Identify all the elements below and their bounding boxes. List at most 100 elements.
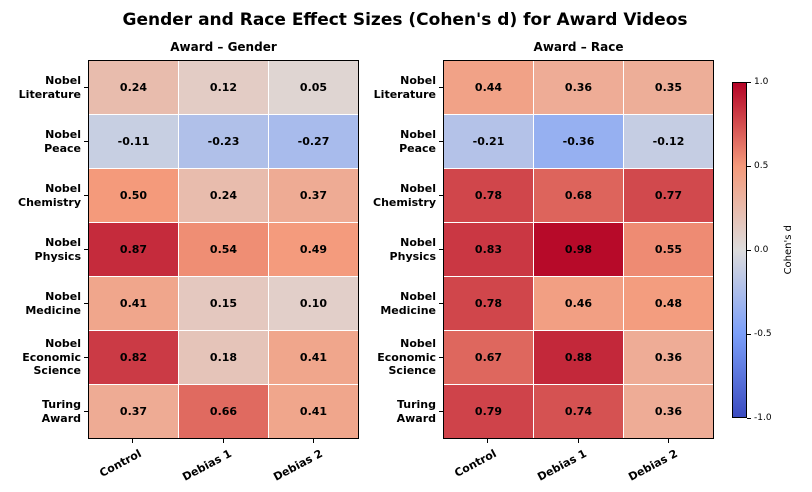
heatmap-cell: 0.46 xyxy=(534,277,623,330)
x-tick xyxy=(222,439,224,443)
y-tick xyxy=(84,357,88,358)
colorbar: 1.0 0.5 0.0 -0.5 -1.0 Cohen's d xyxy=(732,77,794,423)
heatmap-cell: 0.41 xyxy=(269,331,358,384)
row-label-text: Nobel Medicine xyxy=(25,289,81,317)
heatmap-cell: 0.87 xyxy=(89,223,178,276)
heatmap-cell: 0.55 xyxy=(624,223,713,276)
col-label: Debias 1 xyxy=(533,439,623,487)
y-tick xyxy=(439,249,443,250)
colorbar-tick-label: 1.0 xyxy=(754,77,769,87)
colorbar-tick-mark xyxy=(747,333,751,335)
heatmap-cell: 0.36 xyxy=(534,61,623,114)
colorbar-tick: 0.0 xyxy=(747,245,768,255)
colorbar-tick-mark xyxy=(747,249,751,251)
heatmap-cell: -0.21 xyxy=(444,115,533,168)
x-tick xyxy=(667,439,669,443)
row-label: Nobel Chemistry xyxy=(359,169,443,222)
colorbar-tick: -0.5 xyxy=(747,329,772,339)
y-tick xyxy=(439,303,443,304)
heatmap-cell: 0.24 xyxy=(179,169,268,222)
panel-title-gender: Award – Gender xyxy=(170,40,277,54)
row-label-text: Nobel Physics xyxy=(389,235,436,263)
heatmap-grid-gender: 0.24 0.12 0.05 -0.11 -0.23 -0.27 0.50 0.24 0.37 0… xyxy=(88,60,359,439)
row-label-text: Nobel Chemistry xyxy=(18,181,81,209)
heatmap-cell: 0.78 xyxy=(444,169,533,222)
colorbar-tick-label: 0.5 xyxy=(754,161,769,171)
heatmap-cell: 0.79 xyxy=(444,385,533,438)
y-tick xyxy=(439,141,443,142)
col-label: Control xyxy=(443,439,533,487)
heatmap-cell: -0.36 xyxy=(534,115,623,168)
heatmap-cell: 0.41 xyxy=(269,385,358,438)
heatmap-cell: 0.48 xyxy=(624,277,713,330)
row-label: Nobel Physics xyxy=(359,223,443,276)
x-tick xyxy=(487,439,489,443)
row-label: Nobel Medicine xyxy=(359,277,443,330)
heatmap-cell: 0.24 xyxy=(89,61,178,114)
x-axis-labels: Control Debias 1 Debias 2 xyxy=(443,439,714,487)
row-label-text: Nobel Peace xyxy=(399,127,436,155)
heatmap-grid-race: 0.44 0.36 0.35 -0.21 -0.36 -0.12 0.78 0.68 0.77 0… xyxy=(443,60,714,439)
heatmap-cell: 0.12 xyxy=(179,61,268,114)
col-label-text: Debias 1 xyxy=(180,447,235,484)
y-tick xyxy=(84,303,88,304)
y-tick xyxy=(439,357,443,358)
x-tick xyxy=(132,439,134,443)
heatmap-cell: 0.78 xyxy=(444,277,533,330)
heatmap-cell: 0.18 xyxy=(179,331,268,384)
y-axis-labels: Nobel Literature Nobel Peace Nobel Chemistry N… xyxy=(4,60,88,439)
heatmap-cell: 0.83 xyxy=(444,223,533,276)
heatmap-cell: 0.36 xyxy=(624,331,713,384)
panel-body: Nobel Literature Nobel Peace Nobel Chemistry N… xyxy=(359,60,714,439)
row-label-text: Nobel Chemistry xyxy=(373,181,436,209)
colorbar-tick: 0.5 xyxy=(747,161,768,171)
row-label-text: Nobel Medicine xyxy=(380,289,436,317)
row-label: Turing Award xyxy=(359,385,443,438)
figure-title: Gender and Race Effect Sizes (Cohen's d)… xyxy=(122,10,688,30)
y-tick xyxy=(439,195,443,196)
y-tick xyxy=(84,249,88,250)
heatmap-cell: 0.44 xyxy=(444,61,533,114)
panel-title-race: Award – Race xyxy=(533,40,624,54)
heatmap-cell: 0.74 xyxy=(534,385,623,438)
y-tick xyxy=(84,141,88,142)
colorbar-tick-label: -1.0 xyxy=(754,413,772,423)
col-label: Debias 2 xyxy=(624,439,714,487)
x-axis-labels: Control Debias 1 Debias 2 xyxy=(88,439,359,487)
row-label-text: Turing Award xyxy=(396,397,436,425)
row-label: Nobel Literature xyxy=(4,61,88,114)
colorbar-ticks: 1.0 0.5 0.0 -0.5 -1.0 xyxy=(747,77,781,423)
heatmap-cell: 0.66 xyxy=(179,385,268,438)
col-label: Debias 1 xyxy=(178,439,268,487)
heatmap-cell: -0.11 xyxy=(89,115,178,168)
heatmap-cell: -0.27 xyxy=(269,115,358,168)
heatmap-cell: 0.41 xyxy=(89,277,178,330)
heatmap-cell: 0.54 xyxy=(179,223,268,276)
heatmap-cell: 0.68 xyxy=(534,169,623,222)
heatmap-cell: 0.36 xyxy=(624,385,713,438)
row-label: Nobel Economic Science xyxy=(4,331,88,384)
heatmap-cell: 0.15 xyxy=(179,277,268,330)
col-label-text: Debias 2 xyxy=(625,447,680,484)
heatmap-cell: 0.35 xyxy=(624,61,713,114)
heatmap-cell: 0.50 xyxy=(89,169,178,222)
col-label: Debias 2 xyxy=(269,439,359,487)
heatmap-cell: 0.98 xyxy=(534,223,623,276)
y-tick xyxy=(84,87,88,88)
panel-body: Nobel Literature Nobel Peace Nobel Chemistry N… xyxy=(4,60,359,439)
colorbar-tick: -1.0 xyxy=(747,413,772,423)
row-label-text: Nobel Economic Science xyxy=(22,336,81,378)
colorbar-tick: 1.0 xyxy=(747,77,768,87)
row-label: Nobel Chemistry xyxy=(4,169,88,222)
x-tick xyxy=(312,439,314,443)
row-label: Turing Award xyxy=(4,385,88,438)
row-label: Nobel Medicine xyxy=(4,277,88,330)
heatmap-cell: 0.37 xyxy=(89,385,178,438)
y-tick xyxy=(439,411,443,412)
heatmap-cell: 0.88 xyxy=(534,331,623,384)
row-label: Nobel Economic Science xyxy=(359,331,443,384)
y-tick xyxy=(84,195,88,196)
colorbar-tick-mark xyxy=(747,81,751,83)
row-label: Nobel Peace xyxy=(359,115,443,168)
y-axis-labels: Nobel Literature Nobel Peace Nobel Chemistry N… xyxy=(359,60,443,439)
